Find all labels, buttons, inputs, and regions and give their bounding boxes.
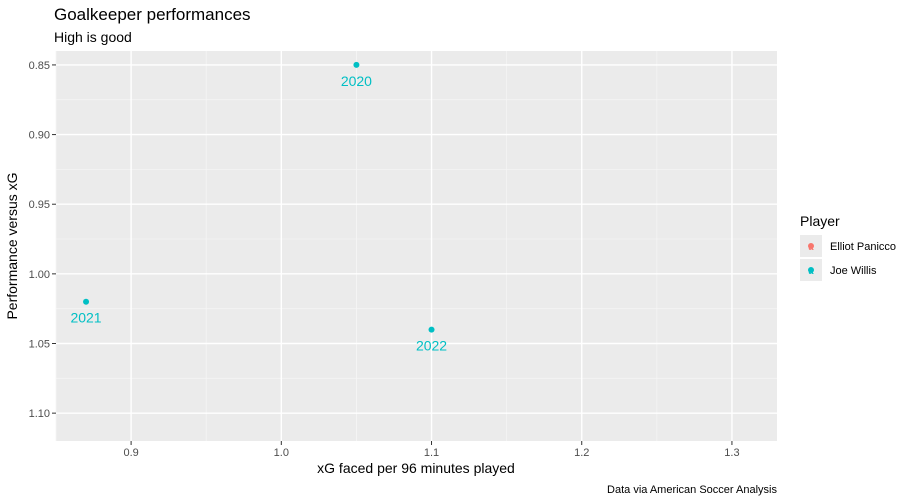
legend-title: Player	[800, 213, 840, 229]
point-labels: 2022 2020 2021 2022	[70, 73, 762, 479]
point-label: 2022	[731, 463, 762, 479]
point-label: 2021	[70, 310, 101, 326]
point-label: 2022	[416, 338, 447, 354]
plot-panel	[56, 51, 777, 441]
minor-gridlines	[55, 51, 777, 441]
legend-key-point	[808, 267, 814, 273]
x-tick-label: 1.1	[424, 447, 439, 459]
y-tick-label: 0.90	[29, 130, 50, 142]
y-tick-label: 1.05	[29, 339, 50, 351]
data-point	[744, 452, 750, 458]
legend: Player a Elliot Panicco a Joe Willis	[800, 213, 896, 281]
major-gridlines	[56, 51, 777, 441]
point-label: 2020	[341, 73, 372, 89]
y-axis-title: Performance versus xG	[4, 172, 20, 319]
legend-label: Joe Willis	[830, 265, 877, 277]
y-tick-label: 0.85	[29, 60, 50, 72]
y-tick-label: 1.10	[29, 408, 50, 420]
data-point	[83, 298, 90, 305]
x-tick-label: 1.2	[574, 447, 589, 459]
legend-key-point	[808, 243, 814, 249]
chart-subtitle: High is good	[54, 29, 132, 45]
legend-label: Elliot Panicco	[830, 241, 896, 253]
y-tick-label: 0.95	[29, 199, 50, 211]
x-axis-title: xG faced per 96 minutes played	[317, 460, 515, 476]
x-tick-label: 1.0	[274, 447, 289, 459]
y-axis-ticks: 0.85 0.90 0.95 1.00 1.05 1.10	[29, 60, 56, 420]
x-axis-ticks: 0.9 1.0 1.1 1.2 1.3	[123, 441, 740, 459]
chart-caption: Data via American Soccer Analysis	[607, 484, 777, 496]
data-point	[353, 61, 360, 68]
data-points	[83, 61, 750, 458]
x-tick-label: 0.9	[123, 447, 138, 459]
legend-key-letter: a	[808, 266, 814, 276]
legend-key-letter: a	[808, 242, 814, 252]
y-tick-label: 1.00	[29, 269, 50, 281]
x-tick-label: 1.3	[724, 447, 739, 459]
data-point	[428, 326, 435, 333]
chart-title: Goalkeeper performances	[54, 5, 251, 24]
